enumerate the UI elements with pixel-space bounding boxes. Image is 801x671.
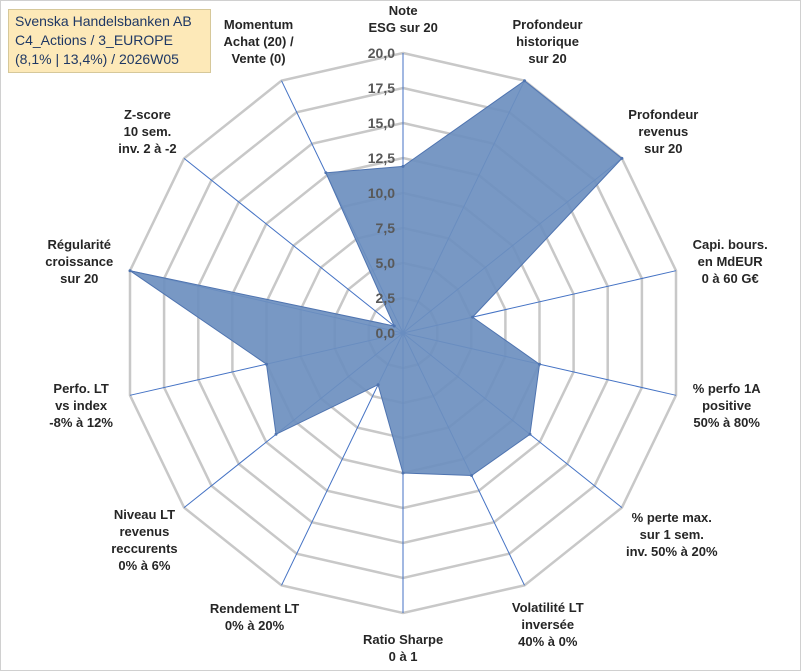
axis-label-line: Vente (0) — [231, 51, 286, 66]
r-tick-label: 5,0 — [376, 255, 396, 271]
chart-title-line: C4_Actions / 3_EUROPE — [15, 32, 173, 48]
axis-label-line: Régularité — [47, 236, 112, 252]
axis-label: Momentum Achat (20) / Vente (0) — [224, 16, 294, 67]
r-tick-label: 0,0 — [376, 325, 396, 341]
axis-label: Régularité croissance sur 20 — [45, 236, 113, 287]
axis-label-line: % perte max. — [631, 510, 712, 526]
axis-label: Volatilité LT inversée 40% à 0% — [512, 599, 584, 650]
axis-label-line: Z-score — [123, 106, 171, 122]
r-tick-label: 7,5 — [376, 220, 396, 236]
axis-label: Perfo. LT vs index -8% à 12% — [49, 380, 113, 431]
axis-label-line: Capi. bours. — [692, 236, 768, 252]
axis-label-line: 0% à 6% — [118, 558, 171, 573]
r-tick-label: 10,0 — [368, 185, 395, 201]
axis-label-line: croissance — [45, 253, 114, 269]
axis-label-line: Rendement LT — [209, 600, 300, 616]
r-tick-label: 15,0 — [368, 115, 395, 131]
axis-label-line: Profondeur — [512, 17, 583, 32]
axis-label: Rendement LT 0% à 20% — [210, 600, 299, 634]
data-point — [471, 315, 475, 319]
data-point — [376, 383, 380, 387]
axis-label-line: revenus — [638, 123, 689, 139]
axis-label-line: sur 20 — [644, 140, 683, 156]
axis-label: % perte max. sur 1 sem. inv. 50% à 20% — [626, 509, 718, 560]
data-point — [401, 471, 405, 475]
axis-label-line: 50% à 80% — [693, 414, 760, 430]
data-point — [470, 474, 474, 477]
axis-label-line: 10 sem. — [123, 123, 172, 139]
axis-label: Niveau LT revenus reccurents 0% à 6% — [111, 506, 177, 574]
data-point — [324, 171, 328, 175]
series-area — [129, 80, 623, 477]
axis-label-line: Profondeur — [628, 106, 699, 122]
axis-label-line: ESG sur 20 — [368, 20, 438, 35]
data-point — [128, 269, 132, 273]
axis-label-line: 0 à 60 G€ — [701, 270, 759, 286]
axis-label-line: Niveau LT — [113, 507, 176, 522]
data-point — [523, 79, 526, 83]
axis-label-line: 0% à 20% — [224, 617, 285, 633]
chart-title-box: Svenska Handelsbanken AB C4_Actions / 3_… — [8, 9, 211, 73]
r-tick-label: 12,5 — [368, 150, 395, 166]
axis-label: % perfo 1A positive 50% à 80% — [693, 380, 761, 431]
r-tick-label: 20,0 — [368, 45, 395, 61]
axis-label-line: Volatilité LT — [511, 600, 584, 615]
data-point — [265, 362, 268, 366]
axis-label: Profondeur historique sur 20 — [513, 16, 583, 67]
data-point — [538, 362, 541, 366]
data-point — [392, 324, 396, 328]
axis-label-line: inversée — [521, 617, 575, 632]
axis-label-line: % perfo 1A — [692, 380, 761, 396]
data-point — [274, 432, 278, 436]
axis-label-line: vs index — [55, 397, 108, 413]
axis-label: Ratio Sharpe 0 à 1 — [363, 631, 443, 665]
chart-title-line: Svenska Handelsbanken AB — [15, 13, 192, 29]
chart-title-line: (8,1% | 13,4%) / 2026W05 — [15, 51, 179, 67]
axis-label-line: sur 20 — [528, 51, 567, 66]
axis-label-line: historique — [516, 34, 579, 49]
axis-label-line: inv. 2 à -2 — [118, 140, 177, 156]
r-tick-label: 17,5 — [368, 80, 395, 96]
axis-label-line: positive — [702, 397, 752, 413]
axis-label-line: Note — [388, 3, 418, 18]
axis-label: Profondeur revenus sur 20 — [628, 106, 698, 157]
axis-label-line: -8% à 12% — [49, 414, 113, 430]
data-point — [620, 156, 624, 160]
axis-label-line: 40% à 0% — [518, 634, 578, 649]
axis-label-line: reccurents — [111, 541, 178, 556]
axis-label-line: Ratio Sharpe — [363, 632, 444, 647]
axis-label-line: Momentum — [223, 17, 294, 32]
axis-label-line: Achat (20) / — [223, 34, 294, 49]
axis-label-line: inv. 50% à 20% — [626, 544, 718, 560]
axis-label-line: en MdEUR — [697, 253, 763, 269]
data-point — [528, 432, 532, 436]
r-tick-label: 2,5 — [376, 290, 396, 306]
axis-label-line: Perfo. LT — [53, 380, 109, 396]
axis-label: Capi. bours. en MdEUR 0 à 60 G€ — [693, 236, 768, 287]
axis-label-line: sur 20 — [60, 270, 99, 286]
axis-label-line: 0 à 1 — [388, 649, 418, 664]
axis-label: Note ESG sur 20 — [369, 2, 438, 36]
axis-label: Z-score 10 sem. inv. 2 à -2 — [118, 106, 176, 157]
axis-label-line: sur 1 sem. — [639, 527, 704, 543]
axis-spoke — [183, 158, 404, 334]
axis-label-line: revenus — [119, 524, 170, 539]
data-point — [401, 164, 405, 168]
